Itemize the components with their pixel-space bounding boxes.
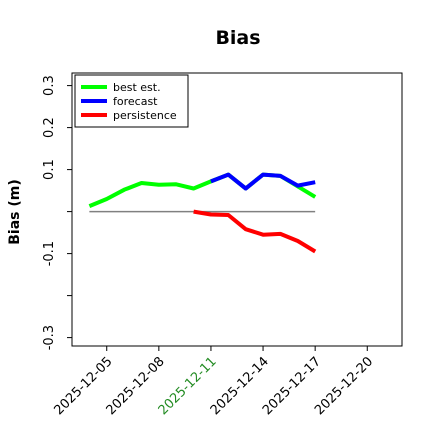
series-line-forecast bbox=[210, 172, 316, 191]
series-layer bbox=[88, 172, 317, 254]
y-tick-label: -0.3 bbox=[42, 325, 57, 350]
y-tick-label: 0.2 bbox=[42, 117, 57, 138]
y-axis: 0.3 0.2 0.1 -0.1 -0.3 bbox=[42, 75, 72, 350]
legend-label: persistence bbox=[113, 109, 177, 122]
x-axis: 2025-12-052025-12-082025-12-112025-12-14… bbox=[51, 346, 376, 418]
series-line-best-est bbox=[88, 172, 317, 208]
legend-label: best est. bbox=[113, 81, 161, 94]
y-tick-label: 0.1 bbox=[42, 159, 57, 180]
y-tick-label: -0.1 bbox=[42, 241, 57, 266]
legend-label: forecast bbox=[113, 95, 158, 108]
chart-title: Bias bbox=[215, 27, 260, 49]
y-tick-label: 0.3 bbox=[42, 75, 57, 96]
series-line-persistence bbox=[193, 209, 317, 254]
y-axis-label: Bias (m) bbox=[7, 179, 23, 245]
plot-frame bbox=[71, 72, 403, 347]
